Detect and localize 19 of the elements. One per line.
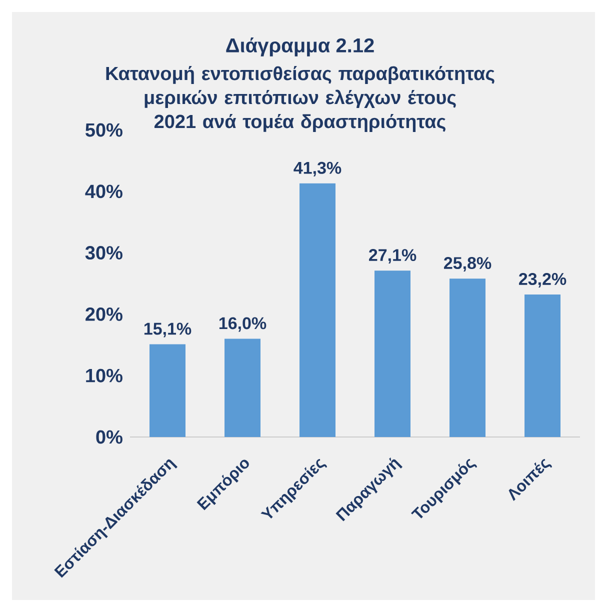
bar <box>300 183 336 437</box>
y-tick-label: 0% <box>96 430 122 444</box>
bar <box>374 270 410 437</box>
data-label: 16,0% <box>219 317 266 332</box>
bar <box>149 344 186 437</box>
data-label: 15,1% <box>144 322 192 338</box>
bar <box>450 278 486 437</box>
data-label: 25,8% <box>444 257 492 272</box>
bar <box>524 294 561 437</box>
y-tick-label: 20% <box>86 307 122 321</box>
data-label: 23,2% <box>518 273 566 288</box>
chart-title: Διάγραμμα 2.12 <box>226 38 374 56</box>
y-tick-label: 10% <box>86 368 122 382</box>
data-label: 27,1% <box>368 249 416 264</box>
y-tick-label: 40% <box>85 184 122 198</box>
y-tick-label: 50% <box>86 123 122 137</box>
bar <box>224 338 260 437</box>
data-label: 41,3% <box>294 162 342 176</box>
y-tick-label: 30% <box>85 246 122 260</box>
